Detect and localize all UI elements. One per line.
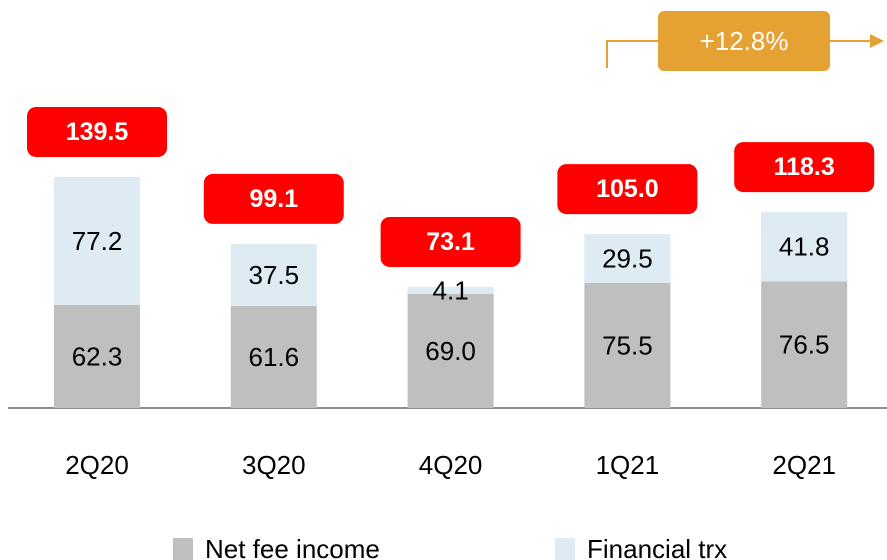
bar-segment (230, 243, 317, 306)
bar-segment (761, 212, 848, 282)
legend-swatch (173, 538, 193, 560)
total-badge (27, 106, 167, 157)
x-tick-label: 4Q20 (419, 450, 483, 480)
x-tick-label: 2Q21 (772, 450, 836, 480)
total-label: 99.1 (249, 185, 298, 213)
legend-label: Financial trx (587, 534, 727, 560)
arrow-head (870, 34, 884, 48)
legend-label: Net fee income (205, 534, 380, 560)
value-label: 62.3 (72, 341, 123, 371)
total-label: 118.3 (774, 153, 835, 181)
value-label: 37.5 (248, 260, 299, 290)
bar-segment (407, 293, 494, 408)
total-badge (380, 216, 521, 267)
total-label: 105.0 (596, 175, 659, 203)
value-label: 76.5 (779, 330, 830, 360)
value-label: 75.5 (602, 330, 653, 360)
x-tick-label: 1Q21 (596, 450, 660, 480)
value-label: 4.1 (433, 275, 469, 305)
x-tick-label: 2Q20 (65, 450, 129, 480)
bar-segment (407, 286, 494, 294)
value-label: 41.8 (779, 232, 830, 262)
bar-segment (54, 304, 140, 408)
value-label: 61.6 (248, 342, 299, 372)
bar-segment (54, 176, 140, 305)
x-tick-label: 3Q20 (242, 450, 306, 480)
bar-segment (761, 281, 848, 408)
annotation-box (658, 11, 830, 71)
legend-swatch (555, 538, 575, 560)
bar-segment (584, 282, 671, 408)
bar-segment (584, 234, 671, 283)
value-label: 77.2 (72, 226, 123, 256)
total-badge (203, 173, 344, 224)
value-label: 69.0 (425, 336, 476, 366)
total-badge (734, 142, 875, 193)
annotation-connector (606, 40, 658, 68)
total-label: 73.1 (426, 228, 475, 256)
total-badge (557, 164, 698, 215)
total-label: 139.5 (66, 118, 129, 146)
bar-segment (230, 305, 317, 408)
value-label: 29.5 (602, 244, 653, 274)
annotation-text: +12.8% (700, 26, 789, 56)
